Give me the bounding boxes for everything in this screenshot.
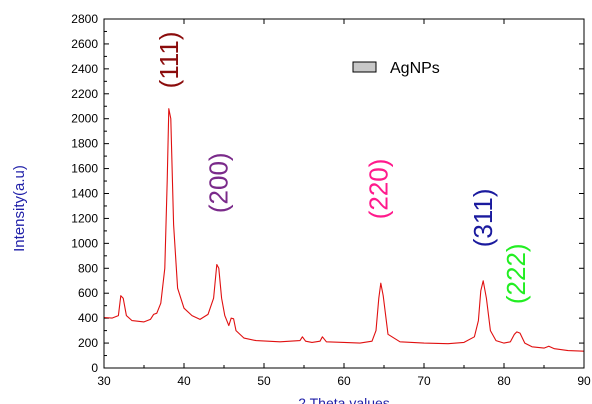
peak-label: (222) <box>501 243 531 304</box>
y-tick-label: 1800 <box>71 137 98 151</box>
plot-frame <box>103 18 585 369</box>
y-tick-label: 2400 <box>71 62 98 76</box>
y-tick-label: 600 <box>78 286 98 300</box>
x-tick-label: 50 <box>257 374 271 388</box>
y-tick-label: 1200 <box>71 211 98 225</box>
y-tick-label: 2200 <box>71 87 98 101</box>
y-tick-label: 1000 <box>71 236 98 250</box>
x-tick-label: 30 <box>97 374 111 388</box>
x-tick-label: 70 <box>417 374 431 388</box>
y-tick-label: 1400 <box>71 187 98 201</box>
peak-label: (200) <box>203 152 233 213</box>
y-tick-label: 1600 <box>71 162 98 176</box>
y-tick-label: 2000 <box>71 112 98 126</box>
x-tick-label: 60 <box>337 374 351 388</box>
peak-annotations: (111) (200) (220) (311)(222) <box>154 32 531 305</box>
legend-swatch <box>352 61 377 73</box>
y-tick-label: 400 <box>78 311 98 325</box>
y-tick-label: 0 <box>91 361 98 375</box>
x-tick-label: 40 <box>177 374 191 388</box>
x-axis-title: 2 Theta values <box>298 395 390 404</box>
series-layer <box>103 108 585 352</box>
legend-label: AgNPs <box>390 60 440 77</box>
y-tick-label: 2800 <box>71 12 98 26</box>
y-tick-label: 200 <box>78 336 98 350</box>
y-tick-label: 800 <box>78 261 98 275</box>
peak-label: (311) <box>468 189 498 248</box>
series-line-agnps <box>103 108 585 352</box>
x-tick-label: 90 <box>577 374 591 388</box>
x-tick-label: 80 <box>497 374 511 388</box>
peak-label: (220) <box>363 159 393 220</box>
legend: AgNPs <box>352 60 440 77</box>
y-tick-label: 2600 <box>71 37 98 51</box>
tick-labels: 0 200 400 600 800 1000 1200 1400 1600 1800 2000 220… <box>71 12 591 388</box>
peak-label: (111) <box>154 32 184 89</box>
y-axis-title: Intensity(a.u) <box>11 165 28 252</box>
